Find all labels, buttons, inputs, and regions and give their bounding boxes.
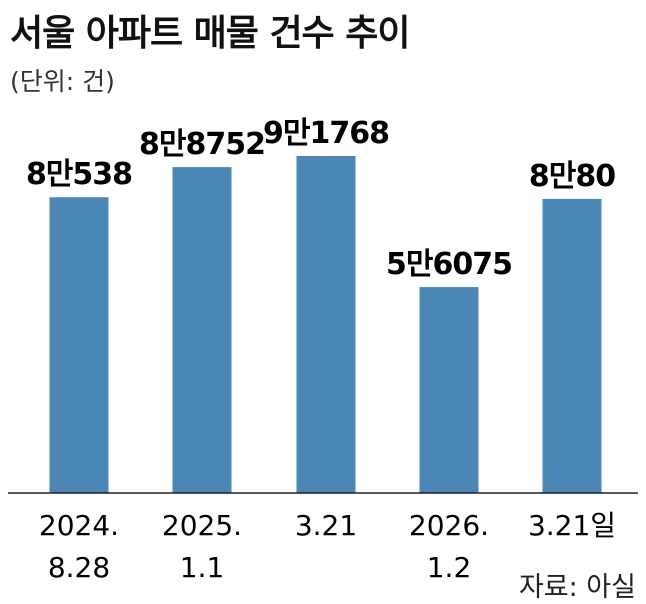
category-label-1-line-1: 2024. xyxy=(39,509,119,542)
category-label-4-line-2: 1.2 xyxy=(427,551,472,584)
bar-1 xyxy=(49,197,109,493)
bar-4 xyxy=(419,287,479,493)
bar-2 xyxy=(172,167,232,493)
chart-title: 서울 아파트 매물 건수 추이 xyxy=(10,13,410,54)
bars-group xyxy=(49,156,602,494)
category-label-3-line-1: 3.21 xyxy=(295,509,357,542)
category-label-4-line-1: 2026. xyxy=(409,509,489,542)
value-label-3: 9만1768 xyxy=(263,116,389,151)
value-label-2: 8만8752 xyxy=(139,127,265,162)
value-label-4: 5만6075 xyxy=(386,247,512,282)
bar-5 xyxy=(542,198,602,494)
category-label-2-line-2: 1.1 xyxy=(180,551,225,584)
value-label-5: 8만80 xyxy=(529,159,615,194)
bar-3 xyxy=(296,156,356,493)
value-label-1: 8만538 xyxy=(26,157,132,192)
category-labels-group: 2024. 8.28 2025. 1.1 3.21 2026. 1.2 3.21일 xyxy=(39,509,616,584)
category-label-2-line-1: 2025. xyxy=(162,509,242,542)
category-label-1-line-2: 8.28 xyxy=(48,551,110,584)
category-label-5-line-1: 3.21일 xyxy=(528,509,616,542)
source-label: 자료: 아실 xyxy=(518,572,636,603)
unit-label: (단위: 건) xyxy=(10,67,115,96)
